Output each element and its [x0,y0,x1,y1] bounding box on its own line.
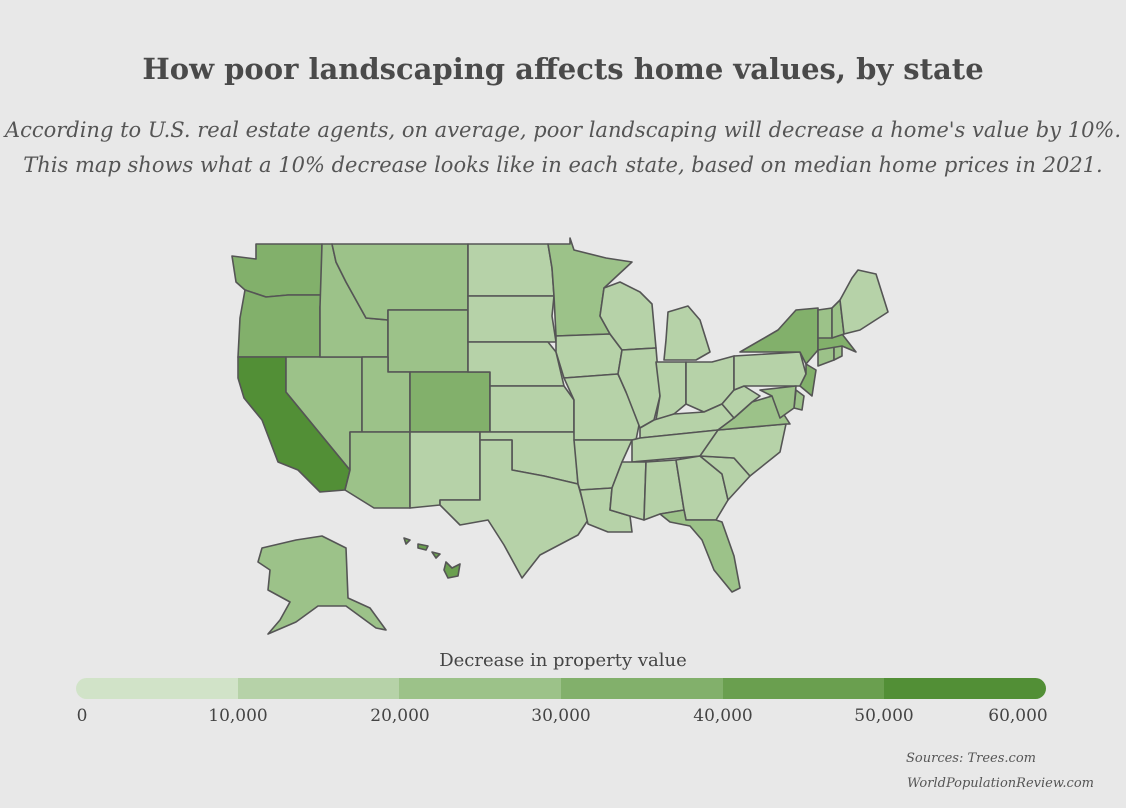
state-RI [833,345,843,361]
legend-bin-3 [561,678,723,699]
state-MI [663,305,711,361]
state-CO [409,371,491,433]
state-AZ [344,431,411,509]
legend-bin-5 [884,678,1046,699]
state-ME [839,269,889,335]
state-NM [409,431,481,509]
subtitle-line-2: This map shows what a 10% decrease looks… [23,153,1103,177]
state-HI [403,537,461,579]
state-MD [759,385,797,419]
state-IA [555,333,623,379]
page-title: How poor landscaping affects home values… [142,52,984,86]
state-FL [659,509,741,593]
state-SD [467,295,557,343]
state-PA [733,351,807,391]
state-WI [599,281,657,351]
legend-bin-4 [722,678,885,699]
state-VT [817,307,833,339]
subtitle-line-1: According to U.S. real estate agents, on… [4,118,1122,142]
legend-tick: 30,000 [531,706,591,726]
state-OR [237,289,323,358]
legend-tick: 40,000 [693,706,753,726]
state-ND [467,243,555,297]
legend-tick: 10,000 [208,706,268,726]
state-NJ [799,363,817,397]
legend-bin-2 [399,678,562,699]
legend-tick: 60,000 [988,706,1048,726]
state-IN [655,361,687,421]
source-line-1: Sources: Trees.com [906,751,1036,766]
state-TX [439,439,589,579]
legend-color-scale [76,678,1046,699]
legend-bin-1 [237,678,400,699]
legend-tick: 50,000 [854,706,914,726]
state-WY [387,309,469,373]
legend-title: Decrease in property value [439,650,687,671]
legend-tick: 0 [76,706,88,726]
state-AK [257,535,387,635]
legend-bin-0 [76,678,238,699]
state-KS [489,385,575,433]
source-line-2: WorldPopulationReview.com [906,776,1094,791]
state-WA [231,243,323,298]
legend-tick: 20,000 [370,706,430,726]
